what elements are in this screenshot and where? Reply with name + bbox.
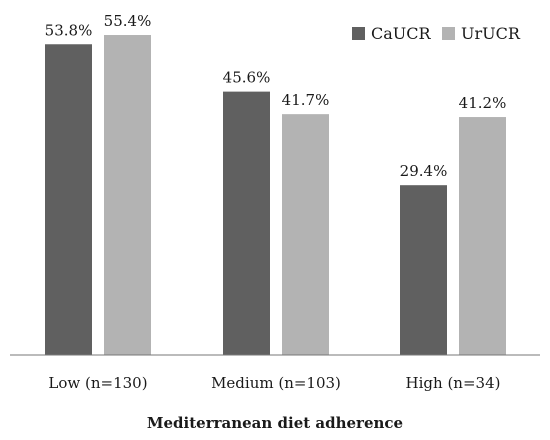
bar-urucr-3 [459,117,506,355]
legend-label-caucr: CaUCR [371,24,432,43]
x-tick-label: Low (n=130) [48,374,147,392]
bar-urucr-1 [104,35,151,355]
bar-urucr-2 [282,114,329,356]
data-labels-group: 53.8% 55.4% 45.6% 41.7% 29.4% 41.2% [45,12,507,180]
x-tick-label: Medium (n=103) [211,374,341,392]
data-label-urucr-1: 55.4% [104,12,152,30]
legend-swatch-urucr [442,27,455,40]
bars-group [45,35,506,356]
bar-caucr-2 [223,91,270,355]
x-axis-title: Mediterranean diet adherence [147,414,403,432]
data-label-caucr-1: 53.8% [45,21,93,39]
bar-caucr-1 [45,44,92,356]
data-label-caucr-2: 45.6% [223,69,271,87]
data-label-urucr-2: 41.7% [282,91,330,109]
legend: CaUCR UrUCR [352,24,521,43]
legend-label-urucr: UrUCR [461,24,521,43]
legend-swatch-caucr [352,27,365,40]
data-label-urucr-3: 41.2% [459,94,507,112]
bar-caucr-3 [400,185,447,355]
x-tick-labels-group: Low (n=130) Medium (n=103) High (n=34) [48,374,500,392]
data-label-caucr-3: 29.4% [400,162,448,180]
x-tick-label: High (n=34) [406,374,501,392]
